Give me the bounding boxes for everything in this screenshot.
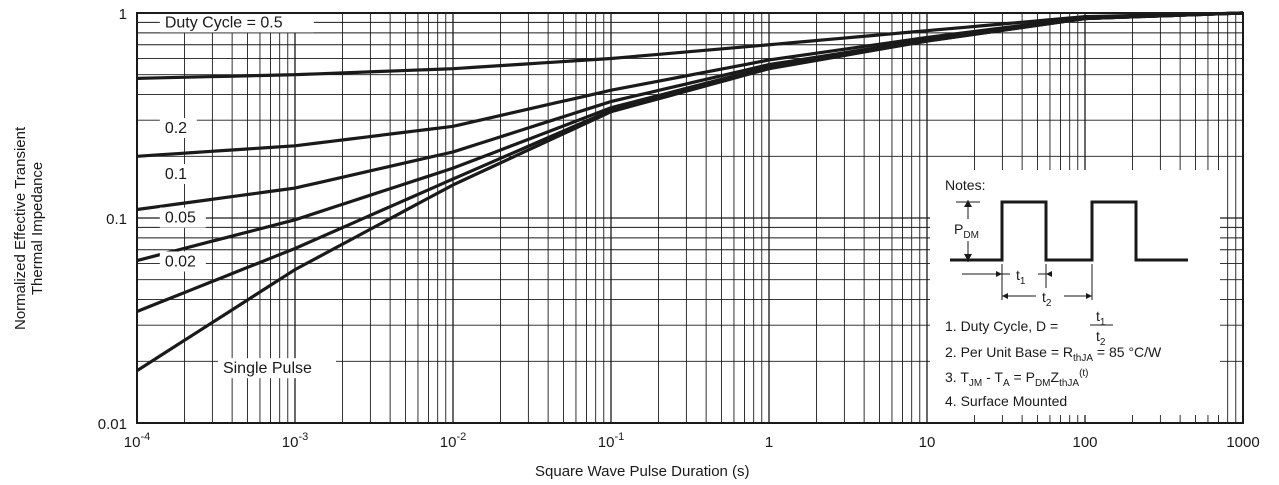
pulse-waveform [950, 200, 1188, 262]
series-label-0: Duty Cycle = 0.5 [165, 14, 283, 31]
series-label-bg [159, 251, 206, 272]
pdm-label: PDM [954, 221, 979, 241]
series-label-2: 0.1 [165, 166, 187, 183]
series-label-bg [217, 358, 336, 379]
t2-label: t2 [1042, 289, 1052, 309]
series-label-bg [159, 207, 206, 228]
x-tick-label-4: 1 [765, 434, 773, 451]
x-tick-label-6: 100 [1072, 434, 1097, 451]
y-tick-label-1: 0.1 [106, 211, 127, 228]
x-tick-label-5: 10 [919, 434, 936, 451]
series-line-0 [136, 11, 1244, 80]
series-label-bg [159, 12, 314, 33]
series-label-1: 0.2 [165, 120, 187, 137]
note-temperature-formula: 3. TJM - TA = PDMZthJA(t) [945, 368, 1089, 389]
notes-title: Notes: [945, 177, 985, 193]
series-label-4: 0.02 [165, 253, 196, 270]
series-line-5 [136, 11, 1244, 373]
axis-ticks: 10-4 10-3 10-2 10-1 1 10 100 1000 0.01 0.1 1 [98, 6, 1260, 451]
series-lines [136, 11, 1244, 373]
notes-box: Notes: PDM t1 t2 1. Duty Cycle, D = [930, 170, 1220, 415]
note-surface-mounted: 4. Surface Mounted [945, 393, 1067, 409]
t1-label: t1 [1016, 267, 1026, 287]
x-tick-label-3: 10-1 [598, 431, 624, 451]
x-tick-label-1: 10-3 [282, 431, 308, 451]
note-per-unit-base: 2. Per Unit Base = RthJA = 85 °C/W [945, 344, 1162, 364]
plot-frame [136, 12, 1244, 424]
series-label-bg [159, 163, 197, 184]
series-labels: Duty Cycle = 0.5 0.2 0.1 0.05 0.02 Single Pul… [159, 12, 336, 379]
series-label-bg [159, 117, 197, 138]
y-tick-label-0: 0.01 [98, 416, 127, 433]
x-tick-label-2: 10-2 [440, 431, 466, 451]
x-tick-label-7: 1000 [1226, 434, 1259, 451]
series-label-5: Single Pulse [223, 360, 312, 377]
note-duty-cycle: 1. Duty Cycle, D = [945, 318, 1058, 334]
x-axis-label: Square Wave Pulse Duration (s) [535, 463, 750, 480]
series-label-3: 0.05 [165, 210, 196, 227]
x-tick-label-0: 10-4 [124, 431, 150, 451]
y-tick-label-2: 1 [119, 6, 127, 23]
duty-fraction-numerator: t1 [1096, 308, 1106, 328]
duty-fraction-denominator: t2 [1096, 328, 1106, 348]
